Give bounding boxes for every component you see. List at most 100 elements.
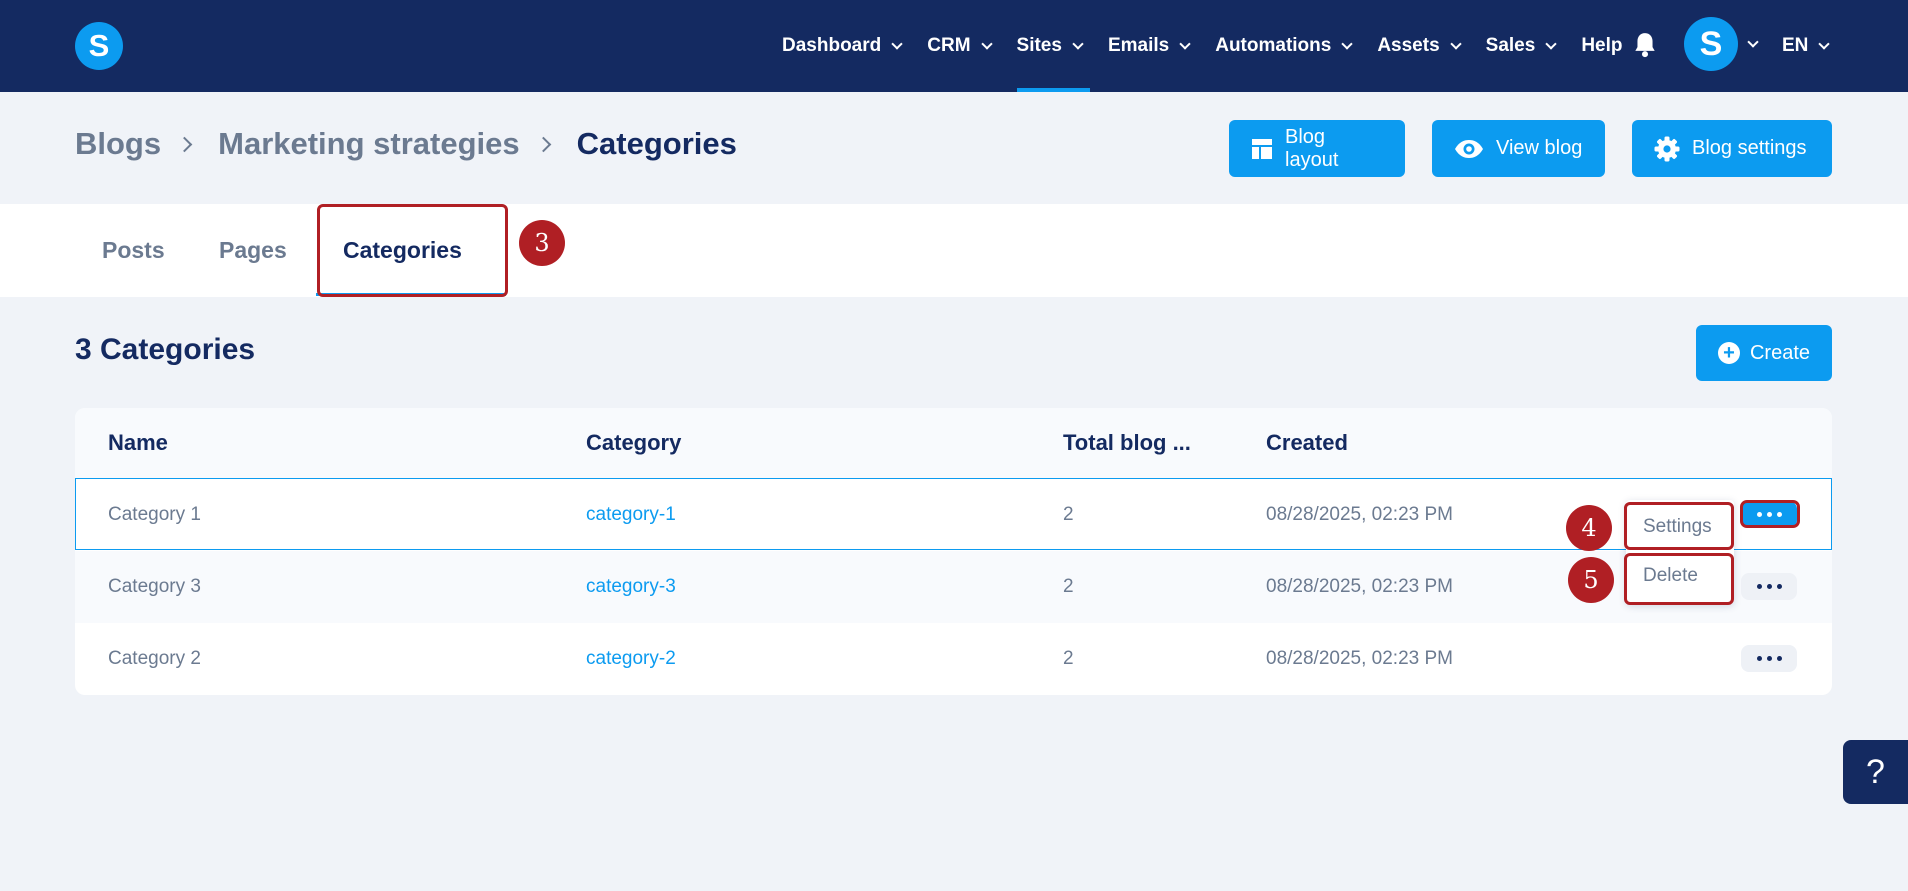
table-row[interactable]: Category 2 category-2 2 08/28/2025, 02:2…	[75, 623, 1832, 695]
view-blog-label: View blog	[1496, 137, 1583, 159]
nav-item-sales[interactable]: Sales	[1485, 0, 1557, 92]
nav-item-label: Dashboard	[782, 35, 882, 56]
chevron-down-icon	[1341, 37, 1353, 50]
cell-total: 2	[1063, 648, 1074, 669]
nav-item-label: Sales	[1485, 35, 1536, 56]
bell-icon[interactable]	[1632, 31, 1658, 59]
blog-layout-label: Blog layout	[1285, 125, 1339, 171]
nav-item-label: Assets	[1377, 35, 1440, 56]
blog-layout-button[interactable]: Blog layout	[1229, 120, 1405, 177]
more-dots-icon	[1776, 584, 1782, 589]
cell-created: 08/28/2025, 02:23 PM	[1266, 648, 1453, 669]
nav-menu: Dashboard CRM Sites Emails Automations A…	[782, 0, 1649, 92]
breadcrumb-item-blogs[interactable]: Blogs	[75, 126, 162, 161]
nav-item-help[interactable]: Help	[1581, 0, 1622, 92]
cell-category[interactable]: category-3	[586, 576, 676, 597]
chevron-down-icon	[1818, 37, 1831, 50]
nav-item-emails[interactable]: Emails	[1107, 0, 1191, 92]
more-dots-icon	[1756, 584, 1762, 589]
nav-item-label: Automations	[1215, 35, 1332, 56]
gear-icon	[1654, 136, 1680, 162]
annotation-highlight	[317, 204, 508, 297]
create-button[interactable]: + Create	[1696, 325, 1832, 381]
more-dots-icon	[1756, 656, 1762, 661]
tab-bar: Posts Pages Categories	[0, 204, 1908, 297]
chevron-down-icon	[891, 37, 903, 50]
plus-circle-icon: +	[1717, 342, 1740, 364]
column-header-created[interactable]: Created	[1266, 430, 1348, 455]
cell-created: 08/28/2025, 02:23 PM	[1266, 576, 1453, 597]
more-dots-icon	[1756, 512, 1762, 517]
more-dots-icon	[1776, 656, 1782, 661]
menu-item-settings[interactable]: Settings	[1626, 504, 1734, 550]
row-actions-menu: Settings Delete	[1626, 500, 1734, 604]
row-actions-button[interactable]	[1741, 501, 1797, 528]
tab-label: Posts	[102, 237, 165, 263]
chevron-right-icon	[176, 136, 193, 152]
more-dots-icon	[1766, 584, 1772, 589]
nav-item-label: CRM	[927, 35, 971, 56]
table-row[interactable]: Category 1 category-1 2 08/28/2025, 02:2…	[75, 478, 1832, 550]
table-row[interactable]: Category 3 category-3 2 08/28/2025, 02:2…	[75, 551, 1832, 623]
cell-created: 08/28/2025, 02:23 PM	[1266, 504, 1453, 525]
nav-item-sites[interactable]: Sites	[1016, 0, 1091, 92]
create-label: Create	[1749, 341, 1811, 364]
chevron-down-icon	[980, 37, 993, 50]
annotation-highlight	[1740, 500, 1800, 528]
cell-name: Category 2	[108, 648, 201, 669]
breadcrumb-item-blog[interactable]: Marketing strategies	[218, 126, 520, 161]
question-mark-icon: ?	[1866, 752, 1885, 791]
section-title: 3 Categories	[75, 333, 256, 366]
tab-categories[interactable]: Categories	[343, 204, 462, 297]
menu-item-delete[interactable]: Delete	[1626, 553, 1734, 599]
row-actions-button[interactable]	[1741, 573, 1797, 600]
blog-settings-button[interactable]: Blog settings	[1632, 120, 1832, 177]
top-nav: S Dashboard CRM Sites Emails Automations…	[0, 0, 1908, 92]
annotation-highlight	[1624, 553, 1734, 605]
view-blog-button[interactable]: View blog	[1432, 120, 1605, 177]
table-header: Name Category Total blog ... Created	[75, 408, 1832, 478]
nav-item-label: Sites	[1016, 35, 1062, 56]
more-dots-icon	[1766, 656, 1772, 661]
tab-pages[interactable]: Pages	[219, 204, 287, 297]
logo[interactable]: S	[75, 22, 123, 70]
annotation-badge: 4	[1566, 505, 1612, 551]
column-header-category[interactable]: Category	[586, 430, 682, 455]
cell-category[interactable]: category-2	[586, 648, 676, 669]
nav-item-assets[interactable]: Assets	[1377, 0, 1462, 92]
column-header-total[interactable]: Total blog ...	[1063, 430, 1191, 455]
cell-category[interactable]: category-1	[586, 504, 676, 525]
chevron-down-icon	[1179, 37, 1191, 50]
row-actions-button[interactable]	[1741, 645, 1797, 672]
annotation-badge: 3	[519, 220, 565, 266]
tab-label: Pages	[219, 237, 287, 263]
page-title: Categories	[576, 126, 737, 161]
nav-item-crm[interactable]: CRM	[927, 0, 993, 92]
chevron-down-icon	[1072, 37, 1084, 50]
help-button[interactable]: ?	[1843, 740, 1908, 804]
nav-item-label: Emails	[1107, 35, 1170, 56]
menu-item-label: Delete	[1643, 565, 1698, 586]
language-label: EN	[1782, 35, 1809, 56]
annotation-highlight	[1624, 502, 1734, 550]
chevron-down-icon	[1545, 37, 1557, 50]
cell-name: Category 3	[108, 576, 201, 597]
layout-icon	[1251, 138, 1273, 160]
blog-settings-label: Blog settings	[1692, 137, 1807, 159]
more-dots-icon	[1776, 512, 1782, 517]
nav-item-dashboard[interactable]: Dashboard	[782, 0, 903, 92]
annotation-badge: 5	[1568, 557, 1614, 603]
chevron-down-icon[interactable]	[1747, 36, 1759, 48]
nav-item-automations[interactable]: Automations	[1215, 0, 1353, 92]
language-selector[interactable]: EN	[1782, 0, 1831, 92]
chevron-down-icon	[1449, 37, 1462, 50]
more-dots-icon	[1766, 512, 1772, 517]
column-header-name[interactable]: Name	[108, 430, 168, 455]
avatar[interactable]: S	[1684, 17, 1738, 71]
tab-label: Categories	[343, 237, 462, 263]
nav-item-label: Help	[1581, 35, 1623, 56]
tab-posts[interactable]: Posts	[102, 204, 165, 297]
menu-item-label: Settings	[1643, 516, 1712, 537]
breadcrumb: Blogs Marketing strategies Categories	[75, 126, 737, 162]
cell-total: 2	[1063, 576, 1074, 597]
